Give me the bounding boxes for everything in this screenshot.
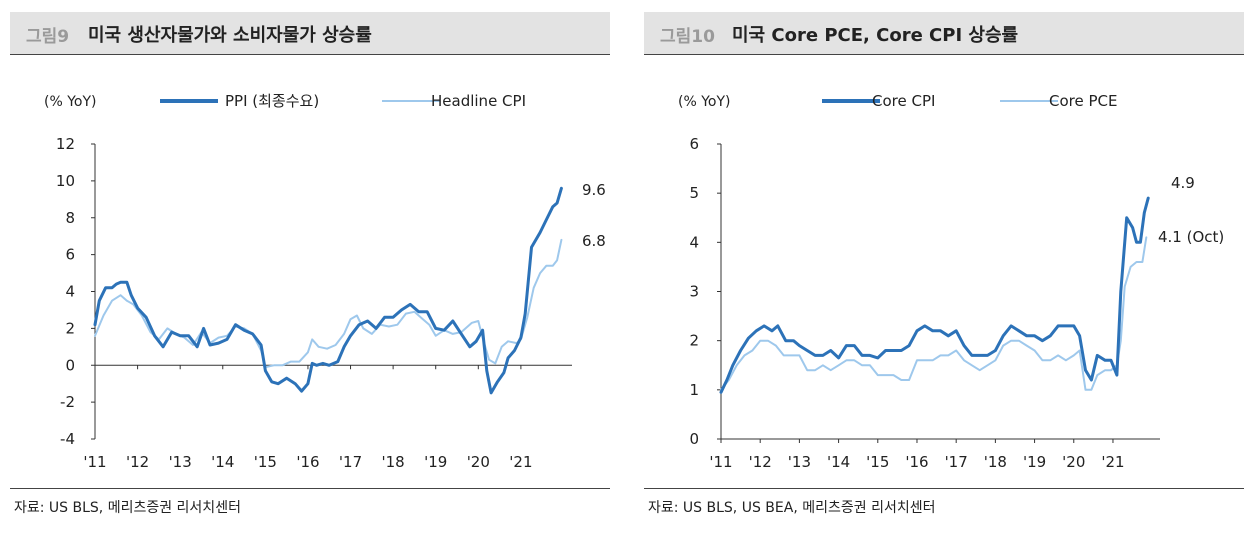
x-tick-label: '18 xyxy=(984,453,1007,471)
series-line-0 xyxy=(93,186,563,395)
data-label-1: 4.1 (Oct) xyxy=(1158,228,1224,246)
x-tick-label: '20 xyxy=(1062,453,1085,471)
y-tick-label: 10 xyxy=(56,172,75,190)
y-tick-label: 0 xyxy=(65,356,75,374)
series-line-0 xyxy=(719,196,1150,394)
x-tick-label: '11 xyxy=(709,453,732,471)
x-tick-label: '20 xyxy=(467,453,490,471)
x-tick-label: '14 xyxy=(211,453,234,471)
x-tick-label: '16 xyxy=(296,453,319,471)
source-rule xyxy=(10,488,610,489)
x-tick-label: '21 xyxy=(1101,453,1124,471)
x-tick-label: '19 xyxy=(424,453,447,471)
figure-number: 그림9 xyxy=(26,27,70,47)
data-label-1: 6.8 xyxy=(582,232,606,250)
figure-title-bar: 그림10 미국 Core PCE, Core CPI 상승률 xyxy=(644,12,1244,54)
figure-ppi-cpi: 그림9 미국 생산자물가와 소비자물가 상승률 (% YoY) PPI (최종수요… xyxy=(10,0,610,546)
data-label-0: 4.9 xyxy=(1171,174,1195,192)
source-rule xyxy=(644,488,1244,489)
x-tick-label: '12 xyxy=(749,453,772,471)
figure-number: 그림10 xyxy=(660,27,715,47)
x-tick-label: '18 xyxy=(382,453,405,471)
chart-ppi-cpi: (% YoY) PPI (최종수요) Headline CPI 12 10 8 6 4 2 0 -2… xyxy=(44,92,606,471)
title-rule xyxy=(644,54,1244,55)
y-tick-label: 6 xyxy=(689,135,699,153)
y-tick-label: 2 xyxy=(65,319,75,337)
series-line-1 xyxy=(94,238,563,369)
x-tick-label: '15 xyxy=(866,453,889,471)
figure-title: 미국 Core PCE, Core CPI 상승률 xyxy=(732,25,1019,46)
x-tick-label: '13 xyxy=(788,453,811,471)
x-tick-label: '16 xyxy=(905,453,928,471)
x-tick-label: '19 xyxy=(1023,453,1046,471)
y-tick-label: 1 xyxy=(689,381,699,399)
legend-label-0: PPI (최종수요) xyxy=(225,92,319,110)
y-tick-label: 12 xyxy=(56,135,75,153)
y-axis-label: (% YoY) xyxy=(678,94,731,110)
x-tick-label: '21 xyxy=(509,453,532,471)
x-tick-label: '12 xyxy=(126,453,149,471)
y-tick-label: -2 xyxy=(60,393,75,411)
figure-title-bar: 그림9 미국 생산자물가와 소비자물가 상승률 xyxy=(10,12,610,54)
y-tick-label: 3 xyxy=(689,283,699,301)
source-note: 자료: US BLS, US BEA, 메리츠증권 리서치센터 xyxy=(648,500,936,516)
x-tick-label: '15 xyxy=(254,453,277,471)
y-tick-label: 8 xyxy=(65,209,75,227)
y-tick-label: 0 xyxy=(689,430,699,448)
y-tick-label: 2 xyxy=(689,332,699,350)
x-tick-label: '17 xyxy=(945,453,968,471)
y-axis-label: (% YoY) xyxy=(44,94,97,110)
x-tick-label: '14 xyxy=(827,453,850,471)
data-label-0: 9.6 xyxy=(582,181,606,199)
y-tick-label: -4 xyxy=(60,430,75,448)
y-tick-label: 5 xyxy=(689,184,699,202)
y-tick-label: 6 xyxy=(65,246,75,264)
x-tick-label: '11 xyxy=(83,453,106,471)
legend-label-0: Core CPI xyxy=(872,92,935,110)
chart-core-pce-cpi: (% YoY) Core CPI Core PCE 6 5 4 3 2 1 0 '11 '12 '13 '… xyxy=(678,92,1224,471)
x-tick-label: '13 xyxy=(169,453,192,471)
source-note: 자료: US BLS, 메리츠증권 리서치센터 xyxy=(14,500,241,516)
y-tick-label: 4 xyxy=(65,283,75,301)
legend-label-1: Headline CPI xyxy=(431,92,526,110)
x-tick-label: '17 xyxy=(339,453,362,471)
y-tick-label: 4 xyxy=(689,233,699,251)
title-rule xyxy=(10,54,610,55)
series-line-1 xyxy=(720,236,1148,391)
figure-core-pce-cpi: 그림10 미국 Core PCE, Core CPI 상승률 (% YoY) Co… xyxy=(644,0,1244,546)
figure-title: 미국 생산자물가와 소비자물가 상승률 xyxy=(88,25,372,46)
legend-label-1: Core PCE xyxy=(1049,92,1117,110)
